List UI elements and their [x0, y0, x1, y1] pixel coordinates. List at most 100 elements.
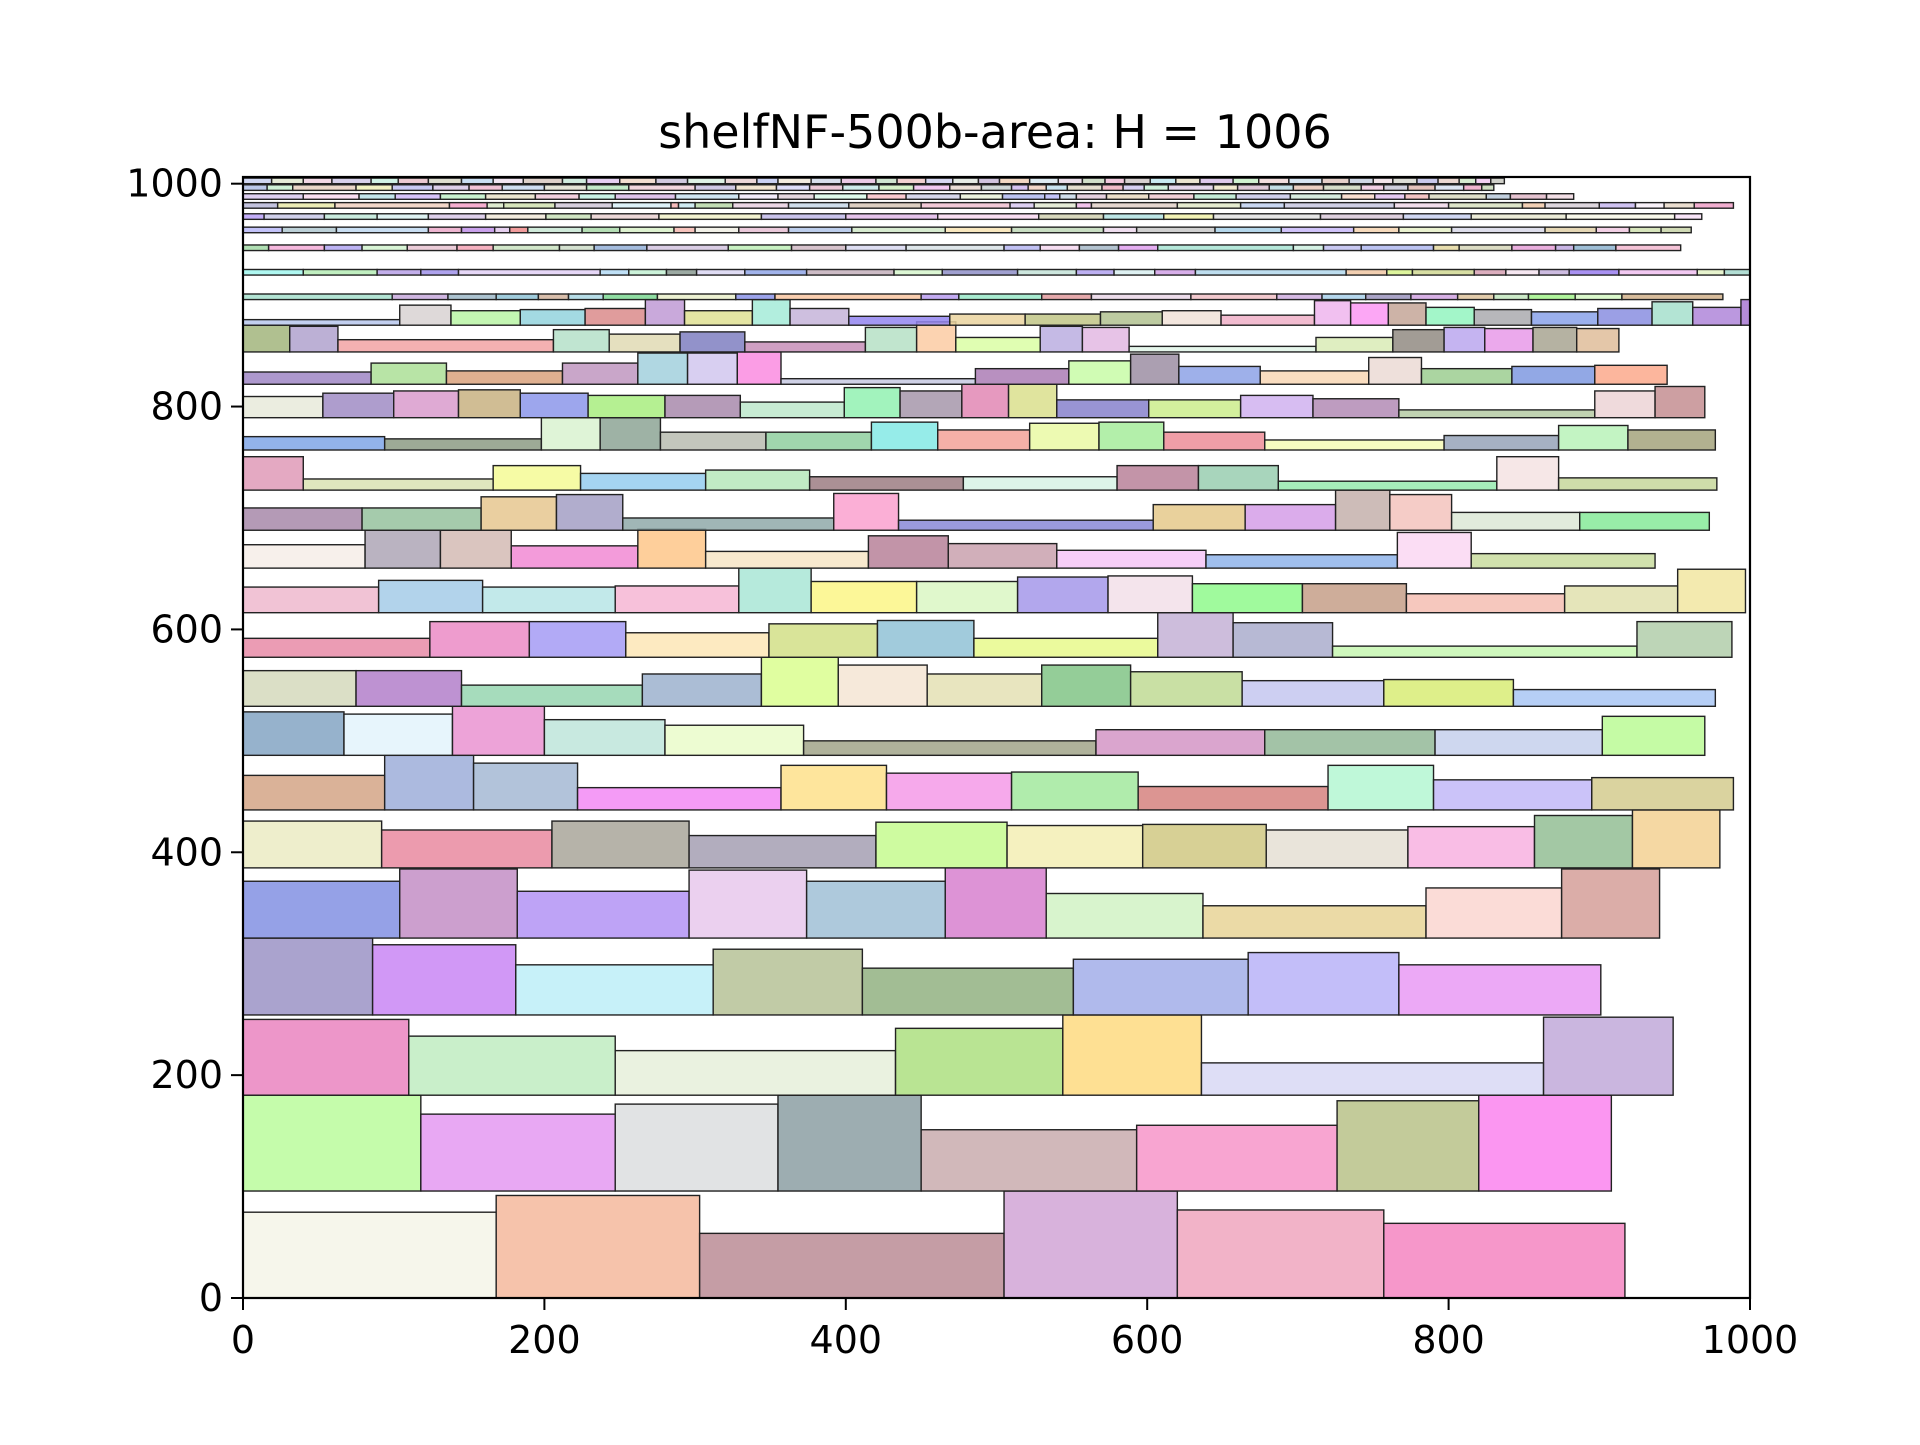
- packed-rect: [337, 338, 555, 353]
- packed-rect: [845, 244, 907, 252]
- packed-rect: [1470, 213, 1567, 221]
- packed-rect: [1402, 213, 1472, 221]
- packed-rect: [1154, 268, 1197, 276]
- packed-rect: [1473, 308, 1533, 326]
- packed-rect: [1443, 434, 1560, 451]
- packed-rect: [1113, 268, 1156, 276]
- packed-rect: [552, 328, 610, 353]
- packed-rect: [1264, 728, 1436, 757]
- packed-rect: [1157, 244, 1295, 252]
- packed-rect: [893, 268, 943, 276]
- packed-rect: [1601, 715, 1706, 757]
- packed-rect: [1059, 193, 1078, 200]
- packed-rect: [920, 1129, 1138, 1192]
- packed-rect: [840, 177, 877, 185]
- packed-rect: [1149, 177, 1177, 185]
- packed-rect: [242, 226, 283, 234]
- packed-rect: [242, 669, 357, 707]
- packed-rect: [920, 201, 1011, 209]
- packed-rect: [242, 455, 304, 491]
- packed-rect: [1331, 645, 1638, 658]
- packed-rect: [1591, 776, 1735, 811]
- packed-rect: [383, 754, 475, 811]
- packed-rect: [302, 478, 494, 491]
- packed-rect: [1161, 310, 1222, 326]
- packed-rect: [370, 362, 448, 385]
- packed-rect: [1447, 201, 1524, 209]
- packed-rect: [1068, 360, 1132, 385]
- packed-rect: [1214, 226, 1283, 234]
- packed-rect: [1557, 424, 1629, 451]
- packed-rect: [789, 307, 850, 326]
- packed-rect: [628, 184, 696, 192]
- packed-rect: [545, 213, 592, 221]
- packed-rect: [393, 390, 460, 419]
- packed-rect: [760, 213, 847, 221]
- packed-rect: [1557, 477, 1718, 491]
- packed-rect: [688, 834, 877, 869]
- packed-rect: [1268, 184, 1295, 192]
- packed-rect: [1075, 193, 1108, 200]
- packed-rect: [263, 213, 326, 221]
- packed-rect: [637, 528, 707, 569]
- packed-rect: [1565, 213, 1676, 221]
- packed-rect: [787, 226, 853, 234]
- packed-rect: [780, 377, 977, 385]
- packed-rect: [1511, 365, 1596, 385]
- packed-rect: [1627, 429, 1717, 451]
- packed-rect: [926, 673, 1043, 707]
- packed-rect: [1056, 399, 1150, 419]
- packed-rect: [540, 416, 601, 451]
- packed-rect: [355, 669, 463, 707]
- packed-rect: [495, 1194, 701, 1299]
- packed-rect: [242, 880, 401, 939]
- packed-rect: [641, 673, 763, 707]
- packed-rect: [486, 201, 505, 209]
- packed-rect: [376, 213, 430, 221]
- packed-rect: [242, 1094, 422, 1192]
- packed-rect: [876, 619, 975, 658]
- packed-rect: [242, 1211, 497, 1299]
- packed-rect: [768, 623, 879, 658]
- packed-rect: [1010, 226, 1105, 234]
- packed-rect: [1259, 370, 1370, 385]
- packed-rect: [587, 394, 666, 419]
- packed-rect: [1383, 678, 1515, 707]
- packed-rect: [1618, 268, 1698, 276]
- packed-rect: [727, 244, 793, 252]
- packed-rect: [1636, 620, 1733, 658]
- packed-rect: [1321, 293, 1367, 301]
- packed-rect: [579, 472, 707, 491]
- x-tick-label: 1000: [1702, 1318, 1799, 1362]
- packed-rect: [1673, 213, 1703, 221]
- packed-rect: [775, 184, 811, 192]
- packed-rect: [1404, 193, 1430, 200]
- packed-rect: [242, 1018, 410, 1096]
- packed-rect: [383, 438, 543, 451]
- packed-rect: [1241, 679, 1385, 707]
- packed-rect: [1212, 213, 1322, 221]
- packed-rect: [1458, 177, 1477, 185]
- packed-rect: [843, 386, 901, 419]
- packed-rect: [724, 177, 758, 185]
- packed-rect: [646, 244, 729, 252]
- packed-rect: [361, 244, 408, 252]
- packed-rect: [674, 193, 740, 200]
- packed-rect: [420, 1113, 616, 1192]
- packed-rect: [1247, 951, 1400, 1016]
- packed-rect: [1239, 201, 1286, 209]
- packed-rect: [885, 772, 1013, 811]
- packed-rect: [952, 177, 980, 185]
- packed-rect: [534, 193, 580, 200]
- packed-rect: [242, 213, 265, 221]
- packed-rect: [735, 293, 776, 301]
- packed-rect: [1693, 201, 1735, 209]
- packed-rect: [1372, 177, 1394, 185]
- packed-rect: [1235, 193, 1292, 200]
- packed-rect: [1176, 1209, 1385, 1299]
- packed-rect: [1475, 177, 1492, 185]
- packed-rect: [1264, 439, 1445, 451]
- packed-rect: [343, 713, 454, 757]
- packed-rect: [1137, 785, 1329, 811]
- packed-rect: [810, 580, 918, 614]
